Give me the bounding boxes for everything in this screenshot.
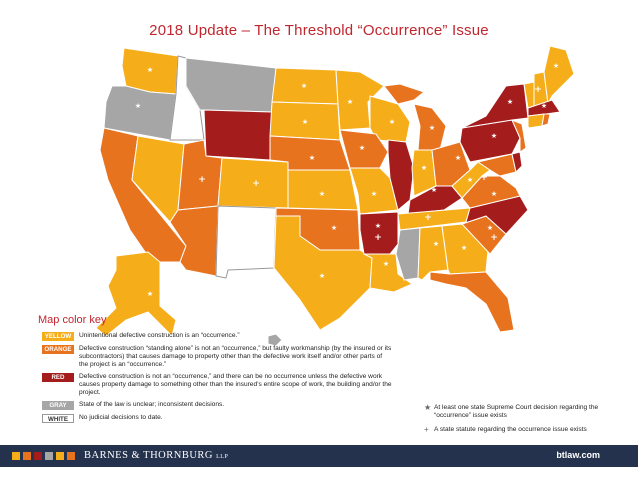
plus-icon: + bbox=[534, 85, 542, 95]
symbol-legend: ★ At least one state Supreme Court decis… bbox=[424, 404, 604, 440]
brand-square bbox=[56, 452, 64, 460]
symbol-desc-plus: A state statute regarding the occurrence… bbox=[434, 426, 587, 433]
state-wyoming[interactable] bbox=[203, 109, 273, 161]
website-link[interactable]: btlaw.com bbox=[556, 450, 600, 460]
key-desc-orange: Defective construction “standing alone” … bbox=[79, 345, 392, 368]
star-icon: ★ bbox=[507, 98, 513, 106]
state-new-mexico[interactable] bbox=[215, 205, 277, 279]
star-icon: ★ bbox=[553, 62, 559, 70]
star-icon: ★ bbox=[461, 244, 467, 252]
state-illinois[interactable] bbox=[387, 139, 415, 211]
brand-logo-text: BARNES & THORNBURG LLP bbox=[84, 450, 228, 461]
state-michigan-upper[interactable] bbox=[383, 83, 425, 105]
star-icon: ★ bbox=[319, 272, 325, 280]
plus-icon: + bbox=[490, 233, 498, 243]
star-icon: ★ bbox=[301, 82, 307, 90]
star-icon: ★ bbox=[319, 190, 325, 198]
star-icon: ★ bbox=[147, 66, 153, 74]
key-desc-gray: State of the law is unclear; inconsisten… bbox=[79, 401, 225, 408]
star-icon: ★ bbox=[467, 176, 473, 184]
star-icon: ★ bbox=[135, 102, 141, 110]
symbol-row-star: ★ At least one state Supreme Court decis… bbox=[424, 404, 604, 420]
state-mississippi[interactable] bbox=[395, 227, 421, 281]
brand-square bbox=[23, 452, 31, 460]
key-row-red: RED Defective construction is not an “oc… bbox=[42, 373, 392, 397]
color-key: YELLOW Unintentional defective construct… bbox=[42, 332, 392, 427]
brand-square bbox=[67, 452, 75, 460]
state-minnesota[interactable] bbox=[335, 69, 385, 131]
swatch-orange: ORANGE bbox=[42, 345, 74, 354]
star-icon: ★ bbox=[375, 222, 381, 230]
brand-name: BARNES & THORNBURG bbox=[84, 450, 213, 461]
brand-square bbox=[45, 452, 53, 460]
star-icon: ★ bbox=[487, 224, 493, 232]
star-icon: ★ bbox=[424, 403, 432, 412]
state-florida[interactable] bbox=[429, 271, 515, 333]
brand-suffix: LLP bbox=[216, 454, 229, 460]
swatch-yellow: YELLOW bbox=[42, 332, 74, 341]
state-rhode-island[interactable] bbox=[541, 113, 551, 127]
swatch-red: RED bbox=[42, 373, 74, 382]
state-alaska[interactable] bbox=[95, 251, 177, 337]
state-hawaii[interactable] bbox=[267, 333, 283, 347]
key-row-yellow: YELLOW Unintentional defective construct… bbox=[42, 332, 392, 341]
state-louisiana[interactable] bbox=[363, 253, 413, 293]
star-icon: ★ bbox=[431, 186, 437, 194]
star-icon: ★ bbox=[389, 118, 395, 126]
state-iowa[interactable] bbox=[339, 129, 389, 169]
brand-square bbox=[12, 452, 20, 460]
key-desc-red: Defective construction is not an “occurr… bbox=[79, 373, 392, 396]
star-icon: ★ bbox=[495, 280, 501, 288]
plus-icon: + bbox=[522, 123, 530, 133]
key-row-gray: GRAY State of the law is unclear; incons… bbox=[42, 401, 392, 410]
symbol-row-plus: + A state statute regarding the occurren… bbox=[424, 426, 604, 434]
key-row-orange: ORANGE Defective construction “standing … bbox=[42, 345, 392, 369]
star-icon: ★ bbox=[309, 154, 315, 162]
star-icon: ★ bbox=[302, 118, 308, 126]
plus-icon: + bbox=[252, 179, 260, 189]
state-maine[interactable] bbox=[543, 45, 575, 105]
key-desc-yellow: Unintentional defective construction is … bbox=[79, 332, 240, 339]
star-icon: ★ bbox=[455, 154, 461, 162]
state-montana[interactable] bbox=[185, 57, 277, 113]
plus-icon: + bbox=[424, 213, 432, 223]
footer-bar: BARNES & THORNBURG LLP btlaw.com bbox=[0, 445, 638, 467]
page-title: 2018 Update – The Threshold “Occurrence”… bbox=[149, 22, 489, 39]
key-desc-white: No judicial decisions to date. bbox=[79, 414, 163, 421]
state-delaware[interactable] bbox=[511, 151, 523, 173]
state-maryland[interactable] bbox=[477, 153, 517, 177]
state-new-jersey[interactable] bbox=[511, 119, 527, 153]
plus-icon: + bbox=[198, 175, 206, 185]
state-arizona[interactable] bbox=[169, 205, 219, 277]
plus-icon: + bbox=[480, 173, 488, 183]
symbol-desc-star: At least one state Supreme Court decisio… bbox=[434, 404, 599, 419]
swatch-white: WHITE bbox=[42, 414, 74, 423]
star-icon: ★ bbox=[371, 190, 377, 198]
star-icon: ★ bbox=[421, 164, 427, 172]
star-icon: ★ bbox=[491, 132, 497, 140]
star-icon: ★ bbox=[359, 144, 365, 152]
star-icon: ★ bbox=[347, 98, 353, 106]
key-title: Map color key bbox=[38, 314, 107, 326]
star-icon: ★ bbox=[331, 224, 337, 232]
star-icon: ★ bbox=[429, 124, 435, 132]
star-icon: ★ bbox=[491, 190, 497, 198]
plus-icon: + bbox=[424, 425, 429, 434]
star-icon: ★ bbox=[383, 260, 389, 268]
state-new-york[interactable] bbox=[461, 83, 529, 129]
star-icon: ★ bbox=[541, 102, 547, 110]
brand-square bbox=[34, 452, 42, 460]
plus-icon: + bbox=[374, 233, 382, 243]
swatch-gray: GRAY bbox=[42, 401, 74, 410]
state-indiana[interactable] bbox=[411, 149, 437, 197]
star-icon: ★ bbox=[147, 290, 153, 298]
key-row-white: WHITE No judicial decisions to date. bbox=[42, 414, 392, 423]
star-icon: ★ bbox=[433, 240, 439, 248]
